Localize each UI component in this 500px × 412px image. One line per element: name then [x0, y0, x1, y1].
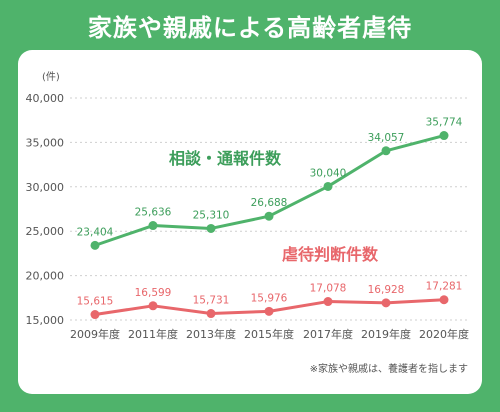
point-judgments: [90, 310, 100, 320]
data-label: 30,040: [310, 167, 347, 179]
x-tick-label: 2020年度: [419, 327, 469, 341]
data-label: 35,774: [426, 117, 463, 129]
y-tick-label: 40,000: [26, 92, 65, 105]
footnote: ※家族や親戚は、養護者を指します: [310, 362, 468, 375]
point-consultations: [90, 240, 100, 250]
data-label: 15,731: [193, 295, 230, 307]
data-label: 23,404: [77, 226, 114, 238]
y-tick-label: 20,000: [26, 270, 65, 283]
x-tick-label: 2015年度: [244, 327, 294, 341]
point-judgments: [323, 297, 333, 307]
data-labels: 23,404 25,636 25,310 26,688 30,040 34,057 35,7…: [77, 117, 463, 308]
y-tick-label: 25,000: [26, 225, 65, 238]
series-lines: [90, 131, 449, 320]
point-consultations: [439, 131, 449, 141]
x-axis: 2009年度 2011年度 2013年度 2015年度 2017年度 2019年度 2020…: [70, 327, 469, 341]
point-consultations: [206, 223, 216, 233]
y-axis-unit: (件): [42, 71, 60, 83]
chart-card: [18, 50, 482, 394]
y-tick-label: 35,000: [26, 136, 65, 149]
x-tick-label: 2017年度: [303, 327, 353, 341]
x-tick-label: 2019年度: [361, 327, 411, 341]
data-label: 17,281: [426, 281, 463, 293]
page-title: 家族や親戚による高齢者虐待: [87, 14, 413, 42]
data-label: 26,688: [251, 197, 288, 209]
point-consultations: [264, 211, 274, 221]
y-tick-label: 30,000: [26, 181, 65, 194]
series-label-judgments: 虐待判断件数: [282, 245, 379, 264]
gridlines: [70, 97, 470, 321]
y-axis: 40,000 35,000 30,000 25,000 20,000 15,000: [26, 92, 65, 327]
y-tick-label: 15,000: [26, 314, 65, 327]
data-label: 15,615: [77, 296, 114, 308]
x-tick-label: 2009年度: [70, 327, 120, 341]
data-label: 16,928: [368, 284, 405, 296]
point-judgments: [206, 309, 216, 319]
data-label: 16,599: [135, 287, 172, 299]
point-judgments: [439, 295, 449, 305]
point-consultations: [148, 221, 158, 231]
data-label: 25,310: [193, 209, 230, 221]
data-label: 25,636: [135, 207, 172, 219]
point-consultations: [323, 181, 333, 191]
data-label: 34,057: [368, 132, 405, 144]
point-judgments: [381, 298, 391, 308]
point-judgments: [264, 306, 274, 316]
point-consultations: [381, 146, 391, 156]
series-label-consultations: 相談・通報件数: [169, 149, 282, 168]
data-label: 15,976: [251, 292, 288, 304]
x-tick-label: 2011年度: [128, 327, 178, 341]
point-judgments: [148, 301, 158, 311]
data-label: 17,078: [310, 283, 347, 295]
x-tick-label: 2013年度: [186, 327, 236, 341]
